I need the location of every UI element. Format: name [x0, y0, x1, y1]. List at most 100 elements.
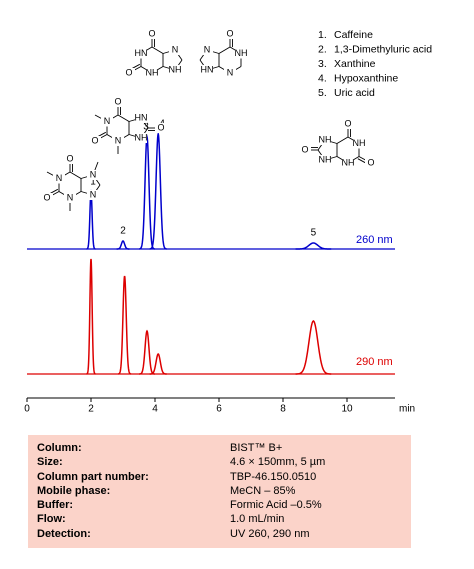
condition-row: Size: 4.6 × 150mm, 5 µm [37, 455, 325, 469]
compound-number: 4. [318, 72, 327, 84]
condition-key: Mobile phase: [37, 484, 111, 497]
compound-name: Uric acid [334, 87, 375, 99]
peak [295, 320, 332, 375]
peak [86, 258, 96, 375]
atom-bg [41, 193, 53, 203]
compound-name: Hypoxanthine [334, 72, 398, 84]
condition-row: Buffer: Formic Acid –0.5% [37, 498, 325, 512]
atom-label: NH [146, 67, 159, 77]
atom-bg [89, 136, 101, 146]
atom-bg [101, 116, 113, 127]
condition-key: Detection: [37, 527, 91, 540]
peak-label: 2 [120, 226, 126, 237]
condition-key: Size: [37, 456, 63, 469]
peak [86, 189, 96, 250]
x-axis-label: min [399, 404, 415, 415]
atom-bg [201, 65, 213, 75]
atom-bg [319, 155, 331, 165]
bond [336, 136, 349, 144]
compound-name: 1,3-Dimethyluric acid [334, 43, 432, 55]
bond [218, 46, 231, 54]
atom-label: O [157, 122, 164, 132]
structure: HN NH N NH O O [123, 28, 183, 78]
atom-bg [64, 193, 76, 203]
atom-bg [123, 68, 135, 78]
atom-bg [169, 65, 181, 75]
compound-number: 2. [318, 43, 327, 55]
atom-bg [353, 138, 365, 149]
atom-bg [64, 154, 76, 164]
condition-row: Mobile phase: MeCN – 85% [37, 484, 325, 498]
condition-value: UV 260, 290 nm [230, 527, 310, 540]
condition-value: 4.6 × 150mm, 5 µm [230, 456, 326, 469]
condition-value: 1.0 mL/min [230, 513, 285, 526]
atom-bg [224, 68, 236, 78]
condition-key: Flow: [37, 513, 66, 526]
condition-row: Flow: 1.0 mL/min [37, 512, 325, 526]
peak [116, 240, 130, 250]
condition-value: MeCN – 85% [230, 484, 296, 497]
atom-label: NH [235, 48, 248, 58]
atom-label: O [301, 144, 308, 154]
atom-bg [135, 113, 147, 123]
condition-row: Column part number: TBP-46.150.0510 [37, 470, 325, 484]
condition-key: Column part number: [37, 470, 149, 483]
atom-bg [365, 158, 377, 168]
atom-label: O [344, 118, 351, 128]
peak [149, 353, 167, 375]
series-label: 290 nm [356, 356, 393, 368]
atom-label: HN [135, 112, 148, 122]
bond [117, 114, 130, 122]
atom-label: NH [319, 154, 332, 164]
atom-bg [112, 97, 124, 107]
compound-name: Caffeine [334, 29, 373, 41]
atom-label: N [56, 173, 63, 183]
atom-bg [201, 45, 213, 55]
compound-number: 3. [318, 58, 327, 70]
atom-label: N [90, 189, 97, 199]
atom-label: N [67, 192, 74, 202]
conditions-panel: Column: BIST™ B+ Size: 4.6 × 150mm, 5 µm Col… [28, 435, 411, 548]
atom-bg [146, 29, 158, 39]
atom-label: O [91, 135, 98, 145]
condition-value: Formic Acid –0.5% [230, 499, 322, 512]
atom-label: NH [353, 138, 366, 148]
atom-label: O [114, 96, 121, 106]
atom-label: N [227, 67, 234, 77]
peak [117, 275, 132, 375]
atom-label: O [367, 157, 374, 167]
atom-label: N [204, 44, 211, 54]
atom-bg [224, 29, 236, 39]
atom-label: HN [135, 48, 148, 58]
peak-label: 5 [311, 228, 317, 239]
peak [139, 134, 155, 250]
atom-label: O [125, 67, 132, 77]
condition-value: BIST™ B+ [230, 442, 283, 454]
atom-bg [146, 68, 158, 78]
atom-bg [342, 158, 354, 168]
atom-bg [87, 170, 99, 180]
condition-key: Buffer: [37, 499, 74, 512]
x-tick-label: 6 [216, 404, 222, 415]
atom-bg [319, 135, 331, 145]
atom-label: O [226, 28, 233, 38]
bond [151, 46, 164, 54]
peak [139, 329, 155, 375]
condition-row: Column: BIST™ B+ [37, 441, 325, 455]
bond [69, 171, 82, 179]
atom-label: HN [201, 64, 214, 74]
peak [295, 242, 332, 250]
atom-label: O [148, 28, 155, 38]
atom-bg [53, 173, 65, 184]
condition-row: Detection: UV 260, 290 nm [37, 527, 325, 541]
peak-label: 3 [143, 122, 149, 133]
conditions-table: Column: BIST™ B+ Size: 4.6 × 150mm, 5 µm Col… [37, 441, 325, 541]
x-tick-label: 0 [24, 404, 30, 415]
series-label: 260 nm [356, 234, 393, 246]
x-tick-label: 8 [280, 404, 286, 415]
